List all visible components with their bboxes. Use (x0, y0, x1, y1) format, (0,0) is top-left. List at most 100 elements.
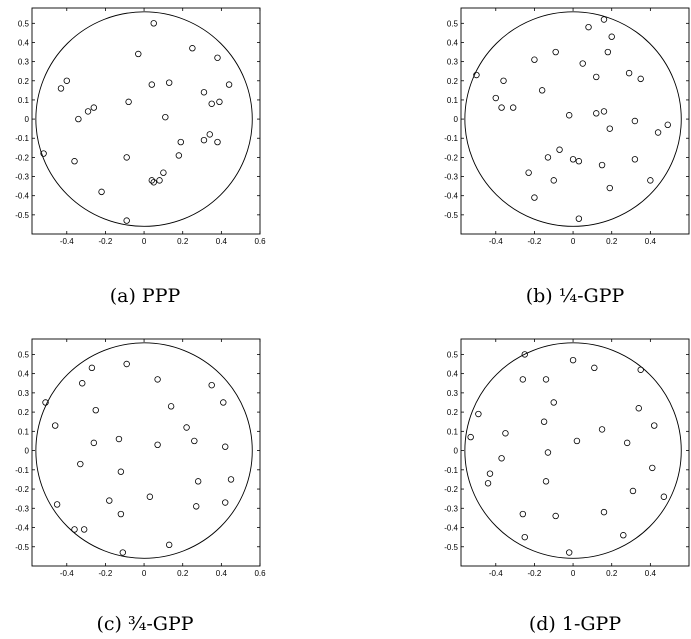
data-point (500, 77, 507, 84)
data-point (550, 177, 557, 184)
data-point (75, 115, 82, 123)
data-point (98, 188, 105, 196)
x-tick-label: 0.2 (606, 569, 618, 578)
data-point (222, 499, 229, 506)
window-circle (35, 342, 253, 559)
y-tick-label: 0 (25, 115, 30, 124)
data-point (600, 16, 608, 23)
data-point (575, 215, 583, 222)
data-point (167, 403, 175, 410)
panel-c: -0.4 -0.2 0 0.2 0.4 0.6 0.5 0.4 0.3 0.2 0.1 0 -0.1 -0… (15, 338, 266, 635)
data-point (208, 100, 215, 107)
data-point (631, 117, 639, 125)
data-point (573, 437, 581, 445)
y-tick-label: 0.5 (447, 350, 459, 359)
x-tick-label: -0.2 (528, 237, 542, 246)
data-point (598, 426, 606, 433)
data-point (569, 156, 577, 163)
data-point (593, 110, 600, 117)
data-point (525, 169, 532, 176)
y-tick-label: -0.4 (15, 524, 29, 533)
y-tick-label: -0.5 (15, 211, 29, 220)
data-point (631, 156, 639, 163)
plot-frame (460, 338, 690, 567)
y-tick-label: 0.2 (447, 77, 459, 86)
data-point (654, 129, 662, 136)
data-point (90, 439, 98, 447)
data-point (106, 497, 113, 504)
y-tick-label: 0.4 (447, 370, 459, 379)
y-tick-label: 0 (454, 115, 459, 124)
data-point (214, 138, 221, 146)
data-point (154, 441, 161, 449)
y-tick-label: -0.1 (444, 134, 458, 143)
data-point (117, 468, 125, 475)
data-point (146, 493, 154, 500)
data-point (649, 464, 656, 472)
data-point (544, 449, 552, 456)
data-point (502, 430, 509, 437)
y-tick-label: -0.4 (444, 192, 458, 201)
data-point (40, 150, 47, 157)
plot-frame (460, 7, 690, 235)
data-point (123, 217, 130, 224)
x-tick-label: 0.4 (216, 569, 228, 578)
x-tick-label: 0 (571, 569, 576, 578)
data-point (492, 94, 499, 102)
y-tick-label: 0.2 (18, 77, 30, 86)
data-point (540, 418, 548, 425)
data-point (606, 125, 613, 132)
data-point (77, 460, 84, 468)
y-tick-label: 0.3 (447, 58, 459, 67)
y-tick-label: 0.2 (18, 408, 30, 417)
x-tick-label: -0.2 (99, 569, 113, 578)
y-tick-label: -0.3 (444, 173, 458, 182)
y-tick-label: -0.5 (15, 543, 29, 552)
y-tick-label: 0.1 (447, 96, 459, 105)
data-point (660, 493, 668, 500)
panel-caption: (b) ¼-GPP (526, 285, 625, 307)
data-point (156, 177, 163, 184)
y-tick-label: 0.1 (18, 96, 30, 105)
data-point (119, 549, 127, 556)
data-point (544, 154, 552, 161)
data-point (194, 478, 202, 485)
window-circle (464, 342, 682, 559)
data-point (569, 356, 577, 364)
data-point (600, 108, 608, 115)
y-tick-label: 0.4 (447, 38, 459, 47)
x-tick-label: -0.4 (60, 569, 74, 578)
data-point (216, 98, 223, 106)
data-point (200, 89, 208, 96)
data-point (92, 406, 99, 414)
x-tick-label: 0 (142, 237, 147, 246)
data-point (189, 45, 196, 52)
panel-b: -0.4 -0.2 0 0.2 0.4 0.5 0.4 0.3 0.2 0.1 0 -0.1 -0.2 -… (444, 7, 690, 307)
data-point (84, 108, 92, 115)
data-point (208, 381, 215, 389)
data-point (606, 184, 613, 192)
data-point (191, 437, 198, 445)
data-point (598, 161, 606, 169)
data-point (80, 526, 88, 533)
data-point (160, 169, 167, 176)
data-point (637, 75, 644, 83)
data-point (519, 376, 527, 383)
data-point (63, 77, 70, 84)
x-tick-label: -0.4 (489, 569, 503, 578)
data-point (135, 50, 142, 58)
x-tick-label: -0.4 (489, 237, 503, 246)
y-tick-label: 0 (454, 447, 459, 456)
data-point (531, 56, 538, 63)
data-point (552, 48, 559, 56)
data-point (154, 376, 161, 383)
x-tick-label: 0.2 (177, 569, 189, 578)
data-point (664, 121, 671, 129)
y-tick-label: 0 (25, 447, 30, 456)
plot-frame (31, 338, 261, 567)
data-point (531, 194, 538, 201)
data-point (623, 439, 631, 447)
y-tick-label: 0.1 (447, 427, 459, 436)
y-tick-label: 0.4 (18, 370, 30, 379)
